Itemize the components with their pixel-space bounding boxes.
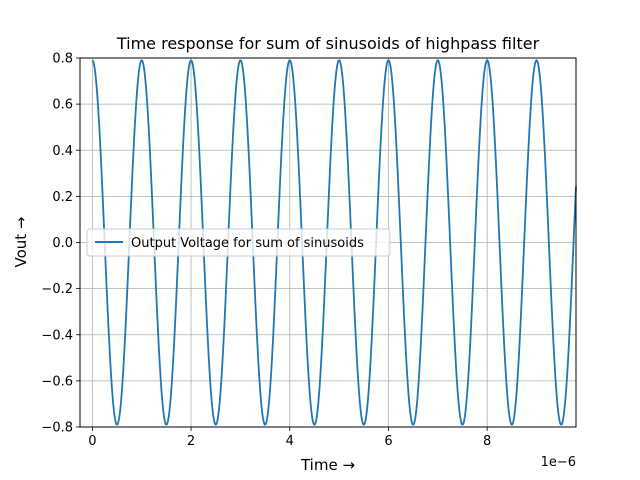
x-axis-label: Time → bbox=[300, 456, 355, 474]
y-tick-label: 0.2 bbox=[52, 190, 73, 205]
y-tick-label: −0.8 bbox=[41, 421, 73, 436]
x-tick-label: 2 bbox=[187, 434, 195, 449]
y-tick-label: 0.0 bbox=[52, 236, 73, 251]
y-tick-label: −0.6 bbox=[41, 374, 73, 389]
y-tick-label: 0.6 bbox=[52, 98, 73, 113]
x-tick-label: 6 bbox=[384, 434, 392, 449]
x-tick-label: 0 bbox=[88, 434, 96, 449]
y-tick-label: 0.4 bbox=[52, 144, 73, 159]
x-ticks: 0 2 4 6 8 bbox=[88, 427, 491, 449]
series-layer bbox=[91, 59, 577, 426]
y-axis-label: Vout → bbox=[12, 217, 30, 268]
x-tick-label: 8 bbox=[483, 434, 491, 449]
chart-title: Time response for sum of sinusoids of hi… bbox=[116, 34, 540, 53]
x-offset-text: 1e−6 bbox=[541, 455, 576, 470]
legend: Output Voltage for sum of sinusoids bbox=[86, 228, 391, 257]
x-tick-label: 4 bbox=[286, 434, 294, 449]
legend-label: Output Voltage for sum of sinusoids bbox=[131, 236, 364, 251]
series-line-output-voltage bbox=[91, 59, 577, 426]
y-ticks: −0.8 −0.6 −0.4 −0.2 0.0 0.2 0.4 0.6 0.8 bbox=[41, 52, 80, 436]
y-tick-label: −0.2 bbox=[41, 282, 73, 297]
y-tick-label: 0.8 bbox=[52, 52, 73, 67]
legend-box bbox=[86, 228, 391, 257]
y-tick-label: −0.4 bbox=[41, 328, 73, 343]
